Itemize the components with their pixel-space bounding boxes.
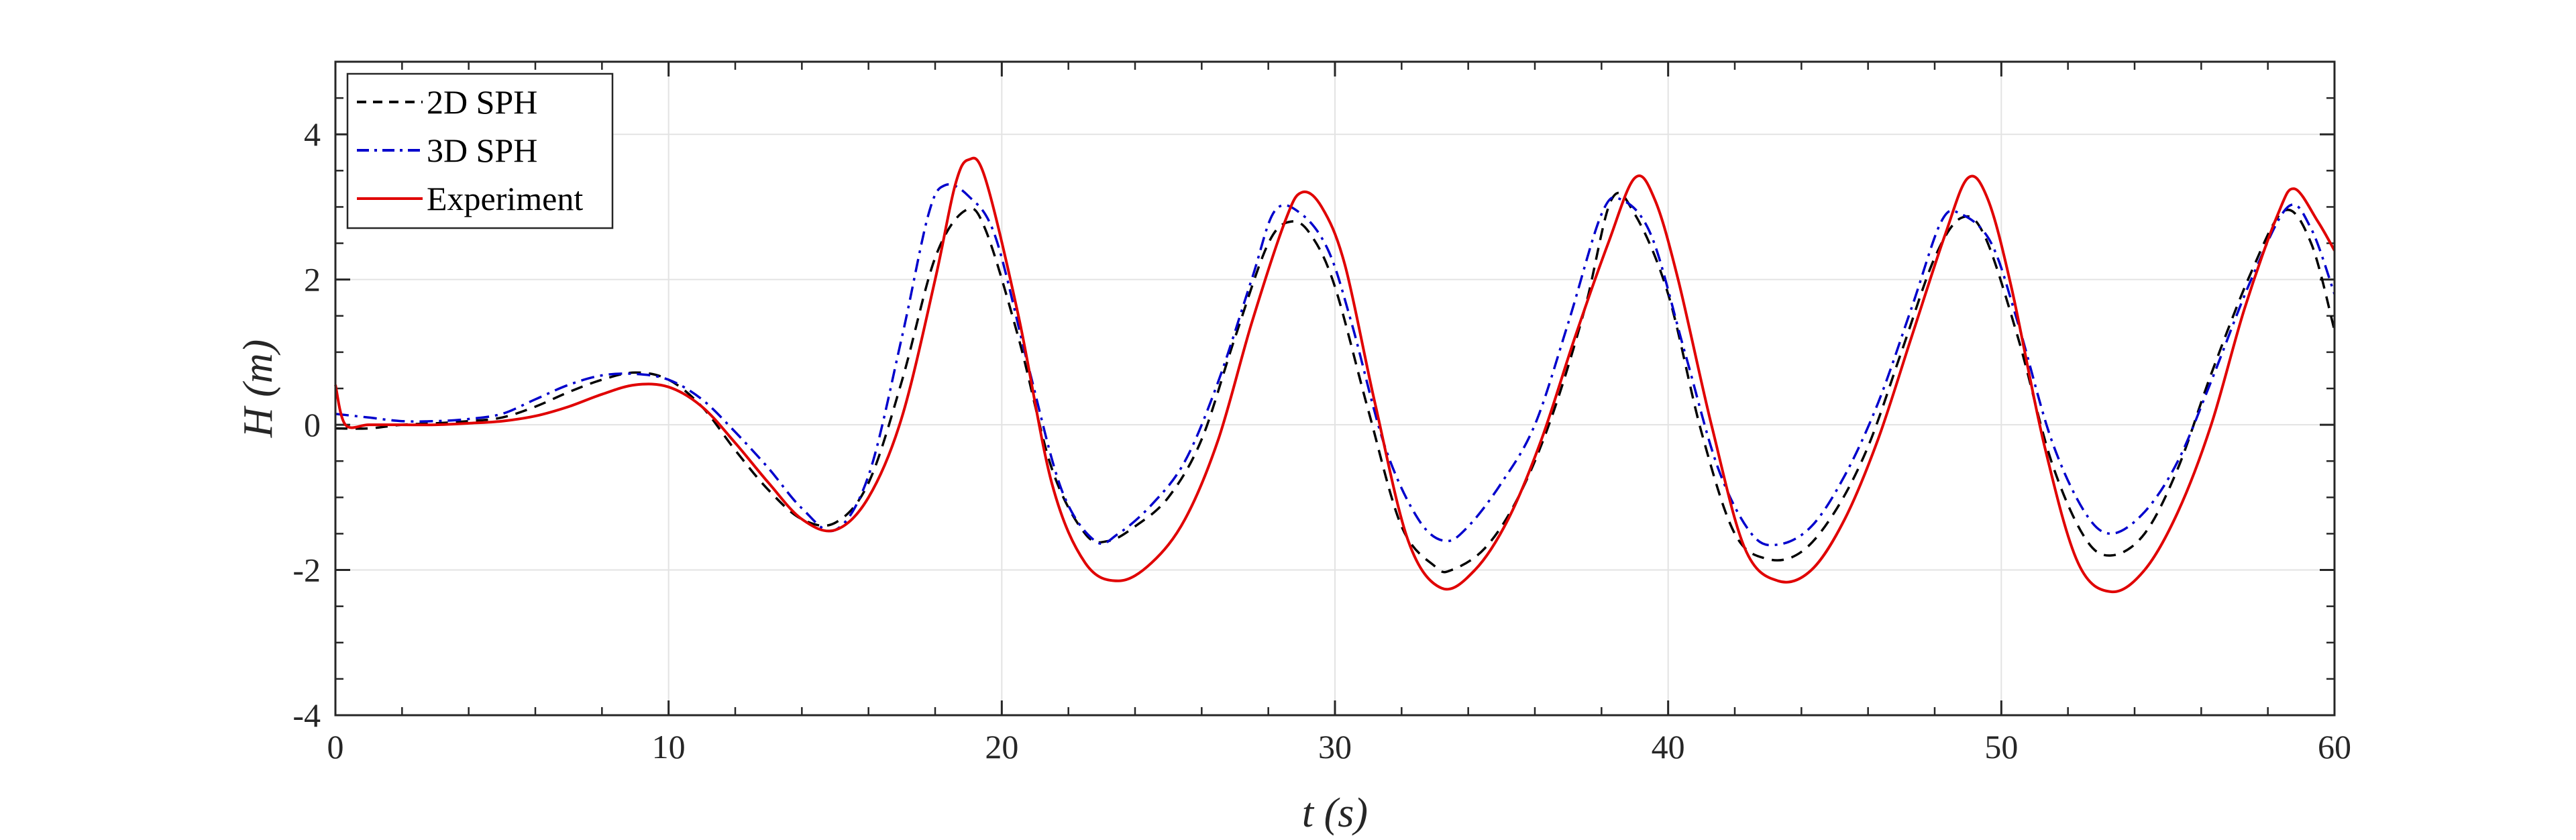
legend-label: 3D SPH bbox=[427, 132, 537, 169]
x-tick-label: 40 bbox=[1652, 728, 1685, 766]
series-line-2d-sph bbox=[335, 191, 2336, 574]
legend-items: 2D SPH 3D SPH Experiment bbox=[357, 83, 583, 217]
x-axis-label: t (s) bbox=[1302, 790, 1368, 836]
y-axis-label: H (m) bbox=[235, 339, 281, 438]
tick-labels: 0 10 20 30 40 50 60 -4 -2 0 2 4 bbox=[292, 115, 2351, 766]
y-tick-label: -4 bbox=[292, 696, 321, 734]
legend: 2D SPH 3D SPH Experiment bbox=[346, 72, 614, 229]
plot-frame bbox=[334, 60, 2336, 717]
x-tick-label: 50 bbox=[1984, 728, 2018, 766]
y-tick-label: -2 bbox=[292, 552, 321, 589]
x-tick-label: 0 bbox=[327, 728, 344, 766]
x-tick-label: 60 bbox=[2318, 728, 2351, 766]
ticks bbox=[334, 60, 2336, 717]
series-layer bbox=[334, 156, 2336, 594]
y-tick-label: 4 bbox=[304, 115, 321, 153]
x-tick-label: 10 bbox=[652, 728, 686, 766]
series-line-experiment bbox=[334, 156, 2336, 594]
y-tick-label: 0 bbox=[304, 406, 321, 443]
x-tick-label: 20 bbox=[985, 728, 1018, 766]
legend-label: 2D SPH bbox=[427, 83, 537, 121]
y-tick-label: 2 bbox=[304, 261, 321, 299]
x-tick-label: 30 bbox=[1318, 728, 1352, 766]
legend-label: Experiment bbox=[427, 180, 583, 217]
